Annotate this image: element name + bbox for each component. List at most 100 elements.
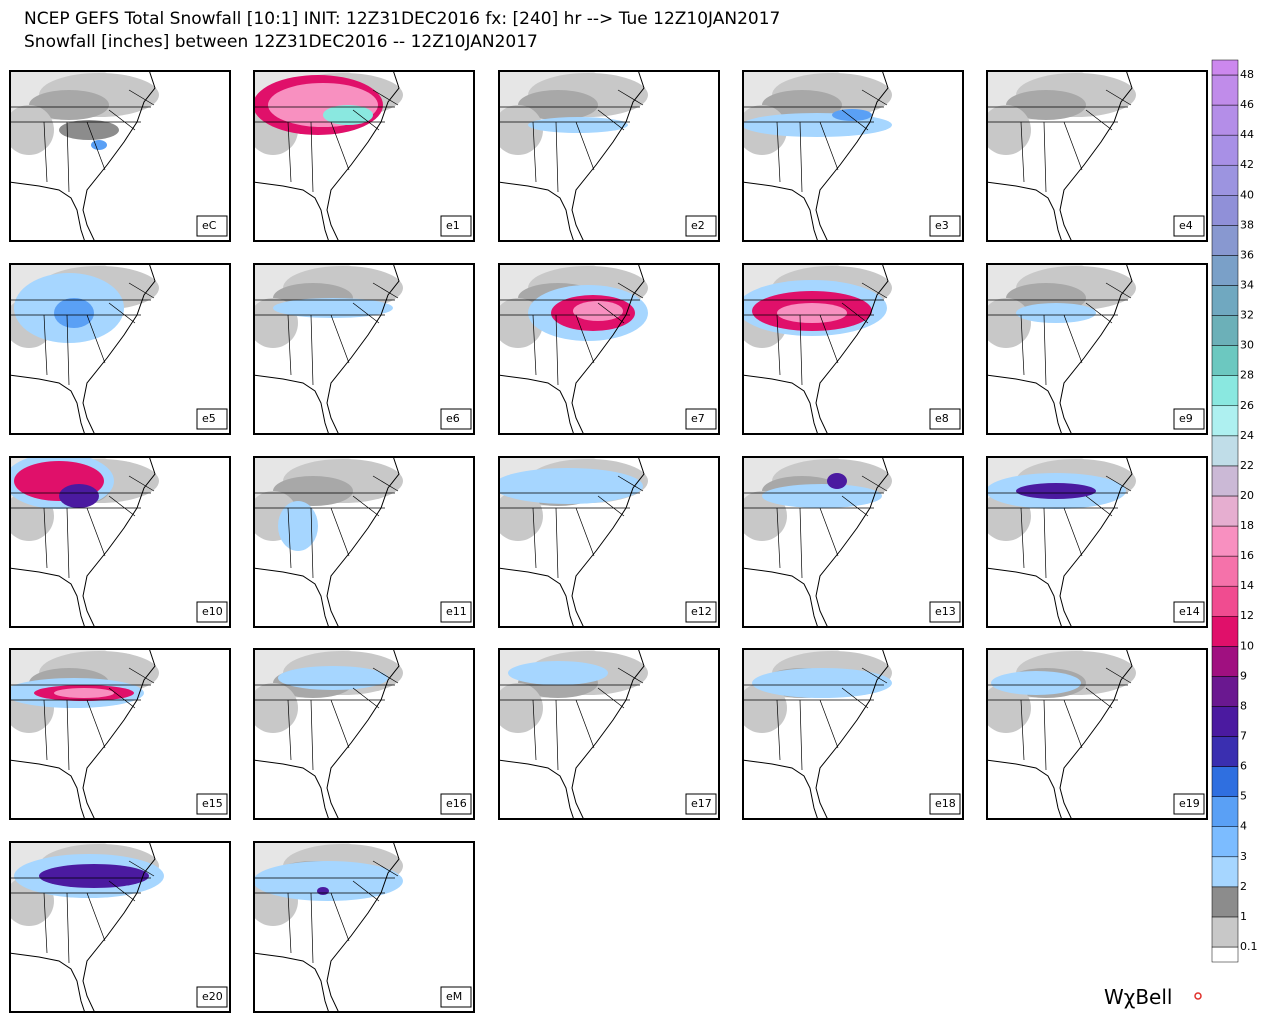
panel-frame (498, 456, 720, 628)
map-panel: e11 (253, 456, 475, 628)
panel-label: e13 (935, 605, 956, 618)
panel-label-box (196, 601, 228, 623)
colorbar-label: 1 (1240, 910, 1247, 923)
snow-shading (9, 105, 54, 155)
colorbar-segment (1211, 916, 1239, 948)
colorbar-label: 6 (1240, 760, 1247, 773)
panel-label: e6 (446, 412, 460, 425)
panel-frame (253, 70, 475, 242)
coastline (986, 456, 1133, 628)
state-borders (742, 475, 888, 579)
snow-shading (508, 661, 608, 685)
snow-shading (573, 301, 623, 321)
panel-frame (253, 263, 475, 435)
panel-grid: eC e1 e2 e3 e4 e5 e6 e7 e8 e9 e10 e11 e12 e13 e14 e15 e1… (9, 70, 1208, 1013)
snow-shading (518, 90, 598, 120)
coastline (742, 263, 889, 435)
panel-label-box (440, 408, 472, 430)
panel-label: e7 (691, 412, 705, 425)
panel-label: eM (446, 990, 462, 1003)
panel-frame (253, 456, 475, 628)
panel-frame (742, 263, 964, 435)
snow-shading (991, 671, 1081, 695)
coastline (253, 70, 400, 242)
map-panel: e15 (9, 648, 231, 820)
panel-label-box (685, 793, 717, 815)
logo: WχBell (1104, 985, 1172, 1009)
colorbar-segment (1211, 736, 1239, 767)
state-borders (986, 667, 1132, 771)
map-panel: e17 (498, 648, 720, 820)
panel-frame (498, 648, 720, 820)
colorbar-label: 40 (1240, 188, 1254, 201)
panel-label: e15 (202, 797, 223, 810)
snow-shading (273, 298, 393, 318)
panel-label-box (440, 986, 472, 1008)
panel-label: e5 (202, 412, 216, 425)
colorbar-label: 5 (1240, 790, 1247, 803)
colorbar-label: 18 (1240, 519, 1254, 532)
colorbar-segment (1211, 255, 1239, 286)
snow-shading (498, 683, 543, 733)
colorbar-segment (1211, 766, 1239, 797)
colorbar-segment (1211, 465, 1239, 497)
state-borders (986, 89, 1132, 193)
snow-shading (986, 105, 1031, 155)
state-borders (498, 667, 644, 771)
colorbar-label: 28 (1240, 369, 1254, 382)
colorbar-label: 3 (1240, 850, 1247, 863)
panel-label-box (685, 215, 717, 237)
colorbar-segment (1211, 796, 1239, 827)
panel-label: e16 (446, 797, 467, 810)
snow-shading (323, 105, 373, 125)
state-borders (9, 475, 155, 579)
colorbar-segment (1211, 826, 1239, 858)
colorbar-segment (1211, 104, 1239, 136)
snow-shading (498, 468, 643, 504)
coastline (742, 456, 889, 628)
panel-label-box (1173, 215, 1205, 237)
snow-shading (752, 668, 892, 698)
map-panel: e1 (253, 70, 475, 242)
panel-label: e11 (446, 605, 467, 618)
panel-label-box (1173, 601, 1205, 623)
state-borders (498, 89, 644, 193)
colorbar-segment (1211, 525, 1239, 557)
map-panel: e2 (498, 70, 720, 242)
map-panel: e9 (986, 263, 1208, 435)
colorbar-segment (1211, 405, 1239, 437)
state-borders (253, 282, 399, 386)
colorbar-label: 9 (1240, 669, 1247, 682)
colorbar-segment (1211, 345, 1239, 376)
panel-label: e4 (1179, 219, 1193, 232)
coastline (9, 70, 156, 242)
snow-shading (278, 666, 388, 690)
coastline (9, 841, 156, 1013)
colorbar-segment (1211, 195, 1239, 226)
colorbar-segment (1211, 495, 1239, 527)
snow-shading (59, 484, 99, 508)
coastline (253, 841, 400, 1013)
coastline (986, 648, 1133, 820)
panel-frame (986, 70, 1208, 242)
panel-label: e19 (1179, 797, 1200, 810)
state-borders (9, 667, 155, 771)
state-borders (742, 282, 888, 386)
state-borders (253, 860, 399, 964)
snow-shading (253, 861, 403, 901)
panel-label-box (929, 215, 961, 237)
colorbar-segment (1211, 164, 1239, 196)
snow-shading (54, 688, 114, 698)
state-borders (498, 282, 644, 386)
colorbar-label: 12 (1240, 609, 1254, 622)
panel-label-box (196, 986, 228, 1008)
colorbar-label: 38 (1240, 218, 1254, 231)
panel-label: e1 (446, 219, 460, 232)
panel-label: e18 (935, 797, 956, 810)
colorbar-label: 34 (1240, 278, 1254, 291)
snow-shading (498, 105, 543, 155)
panel-label-box (1173, 408, 1205, 430)
map-panel: e3 (742, 70, 964, 242)
coastline (253, 263, 400, 435)
